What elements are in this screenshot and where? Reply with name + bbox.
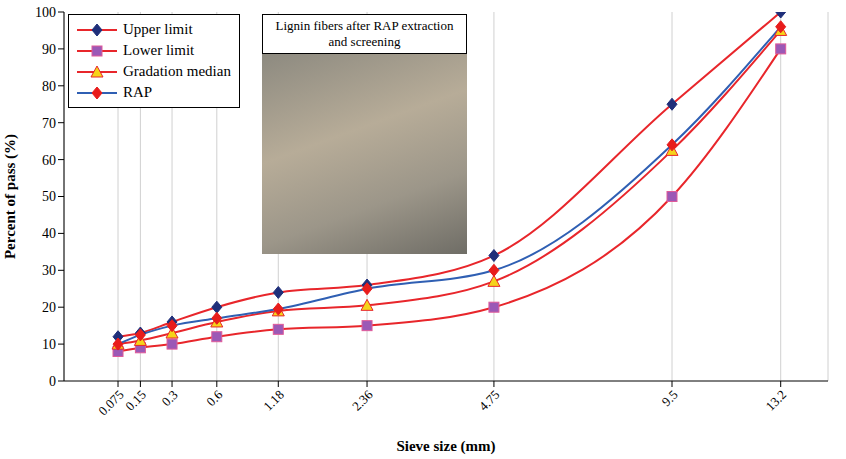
svg-text:0.3: 0.3: [159, 387, 181, 409]
html-text:Gradation median: Gradation median: [123, 63, 231, 79]
svg-text:90: 90: [42, 42, 56, 57]
svg-text:Percent of pass (%): Percent of pass (%): [2, 134, 19, 259]
svg-text:50: 50: [42, 189, 56, 204]
html-text:Lignin fibers after RAP extrac: Lignin fibers after RAP extraction and s…: [275, 18, 454, 49]
svg-text:10: 10: [42, 337, 56, 352]
svg-text:4.75: 4.75: [476, 387, 503, 414]
svg-text:100: 100: [35, 5, 56, 20]
svg-text:40: 40: [42, 226, 56, 241]
svg-text:9.5: 9.5: [659, 387, 681, 409]
html-text:Lower limit: Lower limit: [123, 42, 195, 58]
html-text:RAP: RAP: [123, 84, 153, 100]
svg-text:Sieve size (mm): Sieve size (mm): [396, 438, 495, 455]
svg-text:0.15: 0.15: [122, 387, 149, 414]
svg-text:30: 30: [42, 263, 56, 278]
html-text:Upper limit: Upper limit: [123, 21, 193, 37]
svg-text:2.36: 2.36: [349, 387, 376, 414]
svg-text:70: 70: [42, 116, 56, 131]
svg-text:0.075: 0.075: [95, 387, 127, 419]
svg-text:60: 60: [42, 153, 56, 168]
svg-text:13.2: 13.2: [763, 387, 790, 414]
svg-text:0.6: 0.6: [203, 387, 225, 409]
svg-text:0: 0: [49, 374, 56, 389]
svg-text:80: 80: [42, 79, 56, 94]
svg-text:20: 20: [42, 300, 56, 315]
svg-text:1.18: 1.18: [260, 387, 287, 414]
